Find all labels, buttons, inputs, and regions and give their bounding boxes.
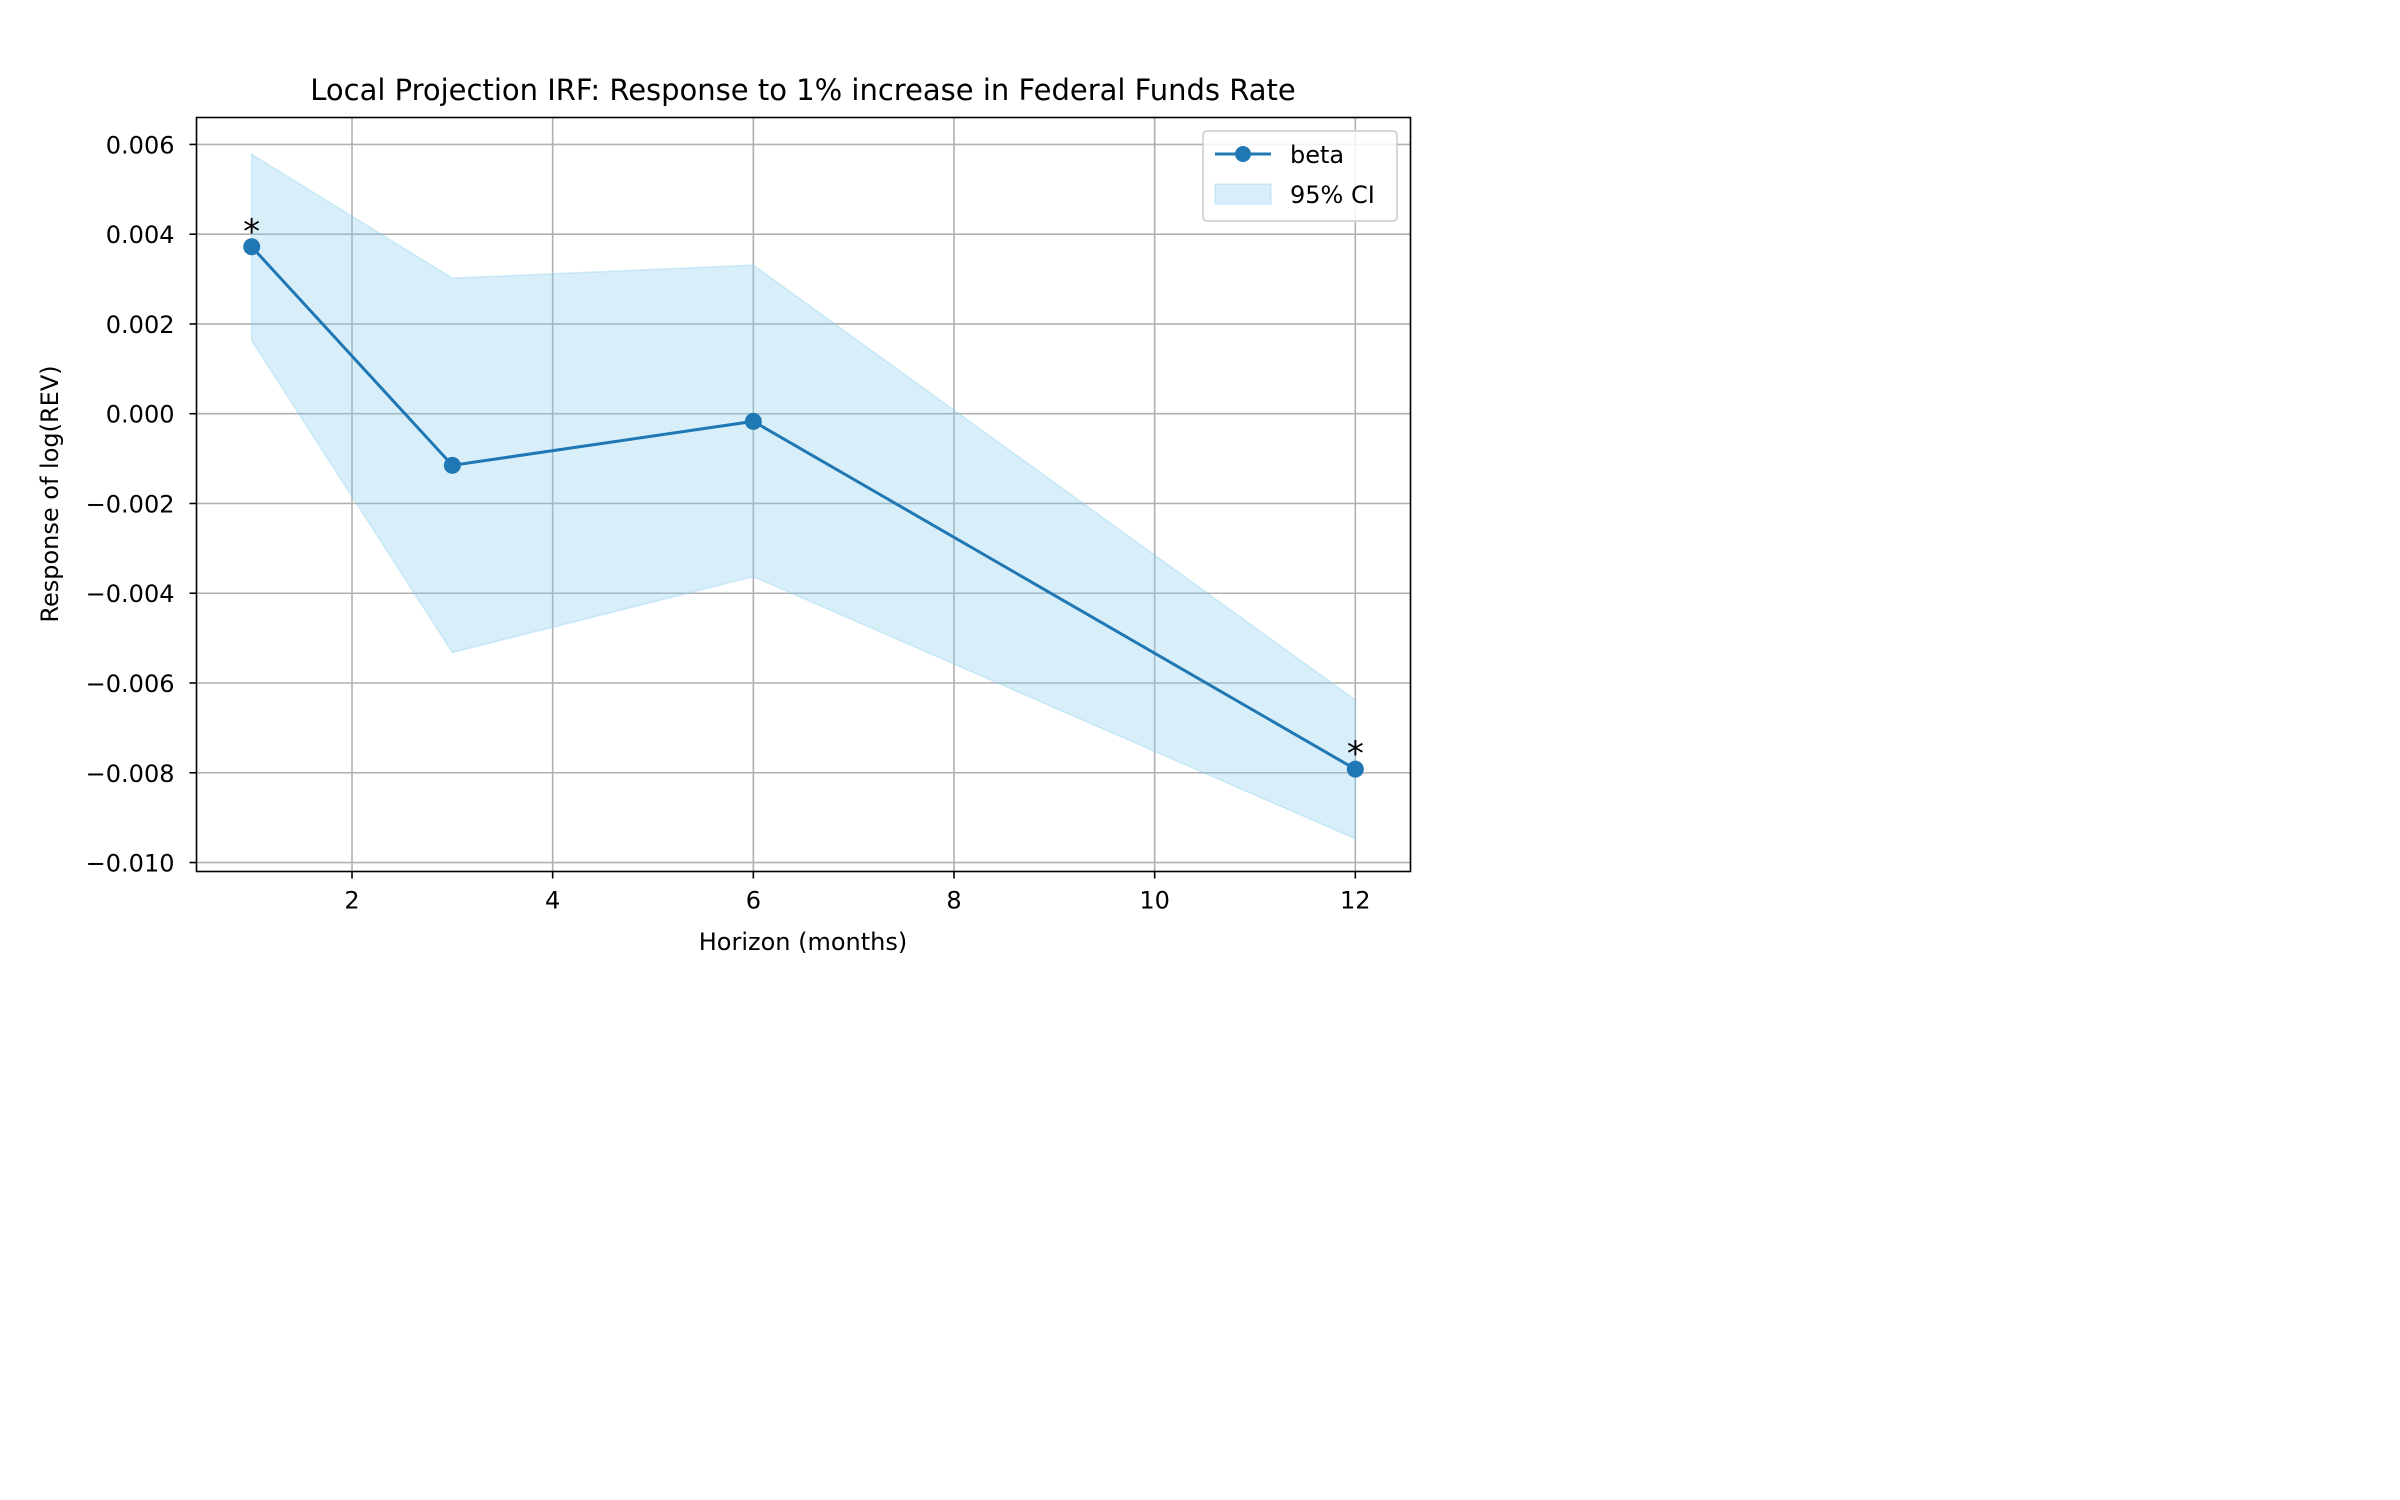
data-point <box>243 238 261 256</box>
ci-band-area <box>250 152 1357 840</box>
series-points <box>243 238 1364 778</box>
data-point <box>1346 760 1364 778</box>
x-axis-label: Horizon (months) <box>699 928 908 956</box>
data-point <box>744 412 762 430</box>
y-axis-ticks: 0.006 0.004 0.002 0.000 −0.002 −0.004 −0.006 −0… <box>86 131 197 878</box>
y-tick-label: 0.002 <box>106 311 175 339</box>
y-tick-label: −0.006 <box>86 670 175 698</box>
x-tick-label: 2 <box>344 887 359 915</box>
significance-annotations: ** <box>243 212 1364 774</box>
y-tick-label: −0.004 <box>86 580 175 608</box>
y-tick-label: 0.000 <box>106 401 175 429</box>
y-tick-label: −0.002 <box>86 490 175 518</box>
legend-label-ci: 95% CI <box>1290 181 1375 209</box>
data-point <box>443 456 461 474</box>
confidence-band <box>250 152 1357 840</box>
legend-label-beta: beta <box>1290 141 1344 169</box>
chart-title: Local Projection IRF: Response to 1% inc… <box>310 73 1296 107</box>
y-tick-label: 0.004 <box>106 221 175 249</box>
series-line <box>250 245 1357 771</box>
x-tick-label: 12 <box>1340 887 1371 915</box>
x-tick-label: 10 <box>1139 887 1170 915</box>
significance-marker: * <box>243 212 260 252</box>
x-tick-label: 8 <box>946 887 961 915</box>
chart: Local Projection IRF: Response to 1% inc… <box>36 73 1412 956</box>
x-tick-label: 6 <box>746 887 761 915</box>
y-tick-label: −0.008 <box>86 760 175 788</box>
y-axis-label: Response of log(REV) <box>36 365 64 622</box>
x-tick-label: 4 <box>545 887 560 915</box>
significance-marker: * <box>1347 734 1364 774</box>
series-line-beta <box>250 245 1357 771</box>
legend-band-swatch <box>1214 183 1272 205</box>
plot-frame <box>195 116 1412 873</box>
y-tick-label: −0.010 <box>86 850 175 878</box>
x-axis-ticks: 2 4 6 8 10 12 <box>344 871 1371 915</box>
legend: beta 95% CI <box>1202 130 1398 222</box>
y-tick-label: 0.006 <box>106 131 175 159</box>
legend-marker-swatch <box>1235 146 1251 162</box>
